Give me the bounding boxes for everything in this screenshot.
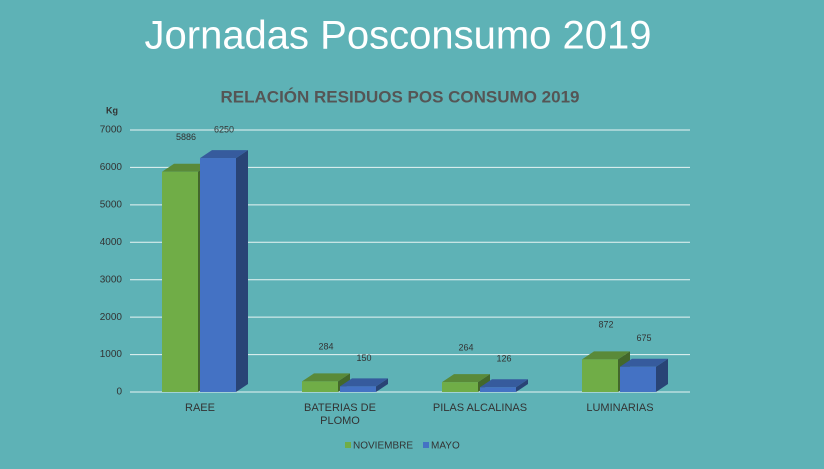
bar-top [582,351,630,360]
bar [302,381,338,392]
x-tick-label: LUMINARIAS [586,402,654,414]
y-tick-label: 1000 [100,349,123,360]
x-tick-label: RAEE [185,402,215,414]
data-label: 150 [356,353,371,363]
bar [620,366,656,392]
chart-title: RELACIÓN RESIDUOS POS CONSUMO 2019 [221,87,580,106]
data-label: 6250 [214,124,234,134]
y-tick-label: 4000 [100,237,123,248]
data-label: 126 [496,354,511,364]
y-tick-label: 7000 [100,125,123,136]
data-label: 264 [458,342,473,352]
bar-top [480,379,528,388]
bar [200,158,236,392]
slide-title: Jornadas Posconsumo 2019 [145,14,652,58]
bar [442,382,478,392]
bar-side [376,378,388,392]
y-tick-label: 6000 [100,162,123,173]
bar-top [162,163,210,172]
y-axis-label: Kg [106,105,118,115]
bar-top [620,358,668,367]
bar-top [200,150,248,159]
data-label: 872 [598,320,613,330]
y-tick-label: 2000 [100,312,123,323]
bar-side [516,379,528,392]
bar [162,171,198,392]
legend-label: NOVIEMBRE [353,441,413,452]
data-label: 284 [318,342,333,352]
legend-label: MAYO [431,441,460,452]
bar-top [302,373,350,382]
legend-swatch [423,442,430,448]
legend-swatch [345,442,351,448]
y-tick-label: 0 [116,387,122,398]
y-tick-label: 5000 [100,199,123,210]
x-tick-label: BATERIAS DE PLOMO [304,402,376,427]
bar [480,387,516,392]
bar-side [236,150,248,392]
bar-top [442,374,490,383]
y-tick-label: 3000 [100,274,123,285]
data-label: 675 [636,333,651,343]
bar [582,359,618,392]
bar [340,386,376,392]
data-label: 5886 [176,132,196,142]
bar-side [656,358,668,392]
bar-top [340,378,388,387]
x-tick-label: PILAS ALCALINAS [432,402,528,414]
